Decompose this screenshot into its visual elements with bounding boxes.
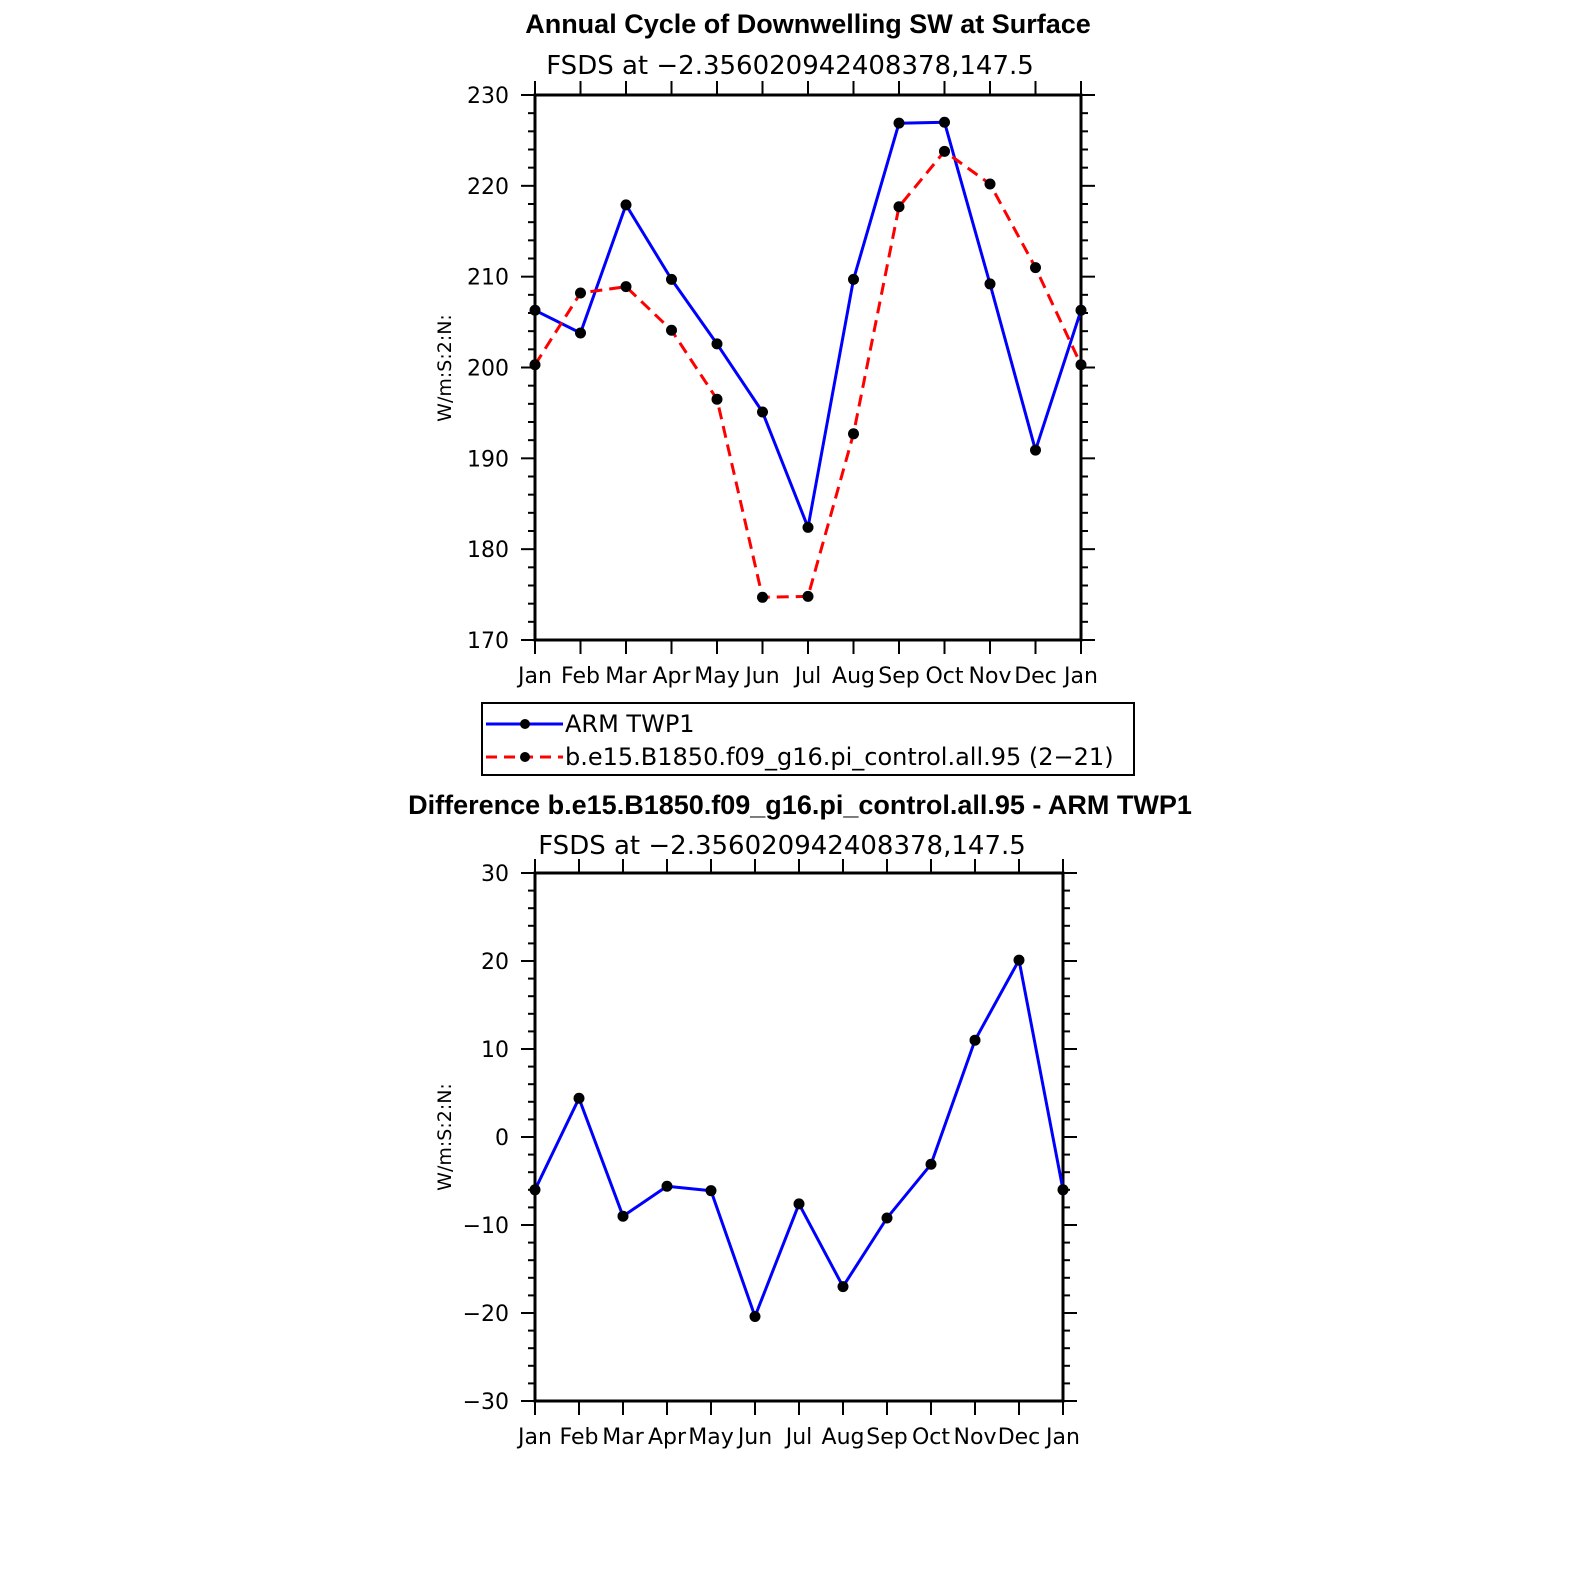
y-tick-label: 200 xyxy=(467,357,509,382)
data-point-series-0 xyxy=(1075,304,1087,316)
legend-label-arm: ARM TWP1 xyxy=(565,710,695,738)
data-point-series-0 xyxy=(848,273,859,285)
x-tick-label: Jul xyxy=(784,1425,813,1450)
annual-cycle-chart: Annual Cycle of Downwelling SW at Surfac… xyxy=(434,9,1098,689)
data-point-series-0 xyxy=(666,273,677,285)
data-point-series-0 xyxy=(573,1092,585,1104)
x-tick-label: Jun xyxy=(736,1425,772,1450)
data-point-series-1 xyxy=(1030,262,1041,274)
y-tick-label: 170 xyxy=(467,629,509,654)
data-point-series-0 xyxy=(529,304,541,316)
x-tick-label: Dec xyxy=(1014,664,1057,689)
data-point-series-0 xyxy=(575,327,586,339)
y-tick-label: 220 xyxy=(467,175,509,200)
x-tick-label: May xyxy=(694,664,739,689)
y-tick-label: −20 xyxy=(463,1302,509,1327)
data-point-series-0 xyxy=(661,1180,673,1192)
y-tick-label: 180 xyxy=(467,538,509,563)
data-point-series-0 xyxy=(757,406,768,418)
x-tick-label: Feb xyxy=(561,664,600,689)
y-tick-label: −30 xyxy=(463,1390,509,1415)
legend-box xyxy=(481,702,1135,776)
x-tick-label: Jan xyxy=(516,664,552,689)
data-point-series-0 xyxy=(793,1198,805,1210)
data-point-series-0 xyxy=(620,199,632,211)
x-tick-label: Nov xyxy=(969,664,1012,689)
x-tick-label: Aug xyxy=(832,664,875,689)
y-tick-label: −10 xyxy=(463,1214,509,1239)
data-point-series-0 xyxy=(1057,1184,1069,1196)
data-point-series-1 xyxy=(620,281,632,293)
data-point-series-0 xyxy=(529,1184,541,1196)
x-tick-label: Oct xyxy=(925,664,963,689)
y-tick-label: 30 xyxy=(481,862,509,887)
x-tick-label: Feb xyxy=(560,1425,599,1450)
data-point-series-0 xyxy=(1030,444,1041,456)
x-tick-label: Aug xyxy=(822,1425,865,1450)
x-tick-label: Sep xyxy=(866,1425,907,1450)
plot-frame xyxy=(533,93,1083,642)
y-tick-label: 20 xyxy=(481,950,509,975)
data-point-series-1 xyxy=(575,287,586,299)
data-point-series-0 xyxy=(969,1034,981,1046)
series-line-0 xyxy=(534,120,1083,529)
x-tick-label: Nov xyxy=(954,1425,997,1450)
x-tick-label: Jun xyxy=(743,664,779,689)
data-point-series-1 xyxy=(1075,359,1087,371)
data-point-series-1 xyxy=(711,393,723,405)
x-tick-label: Jan xyxy=(1044,1425,1080,1450)
x-tick-label: Apr xyxy=(652,664,691,689)
x-tick-label: Mar xyxy=(605,664,647,689)
data-point-series-1 xyxy=(757,591,768,603)
y-axis-label: W/m:S:2:N: xyxy=(434,1083,456,1191)
x-tick-label: Dec xyxy=(998,1425,1041,1450)
x-tick-label: Sep xyxy=(878,664,919,689)
data-point-series-1 xyxy=(984,178,996,190)
x-tick-label: Jul xyxy=(793,664,822,689)
data-point-series-0 xyxy=(893,117,905,129)
data-point-series-0 xyxy=(984,278,996,290)
data-point-series-1 xyxy=(939,145,950,157)
data-point-series-0 xyxy=(711,338,723,350)
y-axis-label: W/m:S:2:N: xyxy=(434,314,456,422)
data-point-series-1 xyxy=(848,428,859,440)
y-tick-label: 210 xyxy=(467,266,509,291)
y-tick-label: 0 xyxy=(495,1126,509,1151)
data-point-series-0 xyxy=(705,1185,717,1197)
data-point-series-1 xyxy=(529,359,541,371)
chart-subtitle: FSDS at −2.356020942408378,147.5 xyxy=(538,831,1026,861)
data-point-series-1 xyxy=(666,324,677,336)
data-point-series-1 xyxy=(893,201,905,213)
y-tick-label: 10 xyxy=(481,1038,509,1063)
data-point-series-0 xyxy=(881,1212,893,1224)
plot-frame xyxy=(533,871,1065,1403)
y-tick-label: 190 xyxy=(467,447,509,472)
y-tick-label: 230 xyxy=(467,84,509,109)
chart-title: Difference b.e15.B1850.f09_g16.pi_contro… xyxy=(408,790,1192,820)
data-point-series-0 xyxy=(802,521,814,533)
x-tick-label: Jan xyxy=(516,1425,552,1450)
legend-marker-arm xyxy=(520,719,530,729)
x-tick-label: Jan xyxy=(1062,664,1098,689)
x-tick-label: Mar xyxy=(602,1425,644,1450)
data-point-series-0 xyxy=(1013,954,1025,966)
legend-label-model: b.e15.B1850.f09_g16.pi_control.all.95 (2… xyxy=(565,743,1114,771)
series-line-0 xyxy=(533,958,1065,1318)
data-point-series-0 xyxy=(837,1281,849,1293)
data-point-series-1 xyxy=(802,590,814,602)
difference-chart: Difference b.e15.B1850.f09_g16.pi_contro… xyxy=(408,790,1192,1450)
chart-title: Annual Cycle of Downwelling SW at Surfac… xyxy=(525,9,1091,39)
x-tick-label: May xyxy=(688,1425,733,1450)
legend-marker-model xyxy=(520,752,530,762)
data-point-series-0 xyxy=(939,116,950,128)
x-tick-label: Apr xyxy=(648,1425,687,1450)
legend: ARM TWP1 b.e15.B1850.f09_g16.pi_control.… xyxy=(481,702,1135,776)
data-point-series-0 xyxy=(617,1210,629,1222)
chart-subtitle: FSDS at −2.356020942408378,147.5 xyxy=(546,51,1034,81)
data-point-series-0 xyxy=(925,1158,937,1170)
x-tick-label: Oct xyxy=(912,1425,950,1450)
data-point-series-0 xyxy=(749,1311,761,1323)
